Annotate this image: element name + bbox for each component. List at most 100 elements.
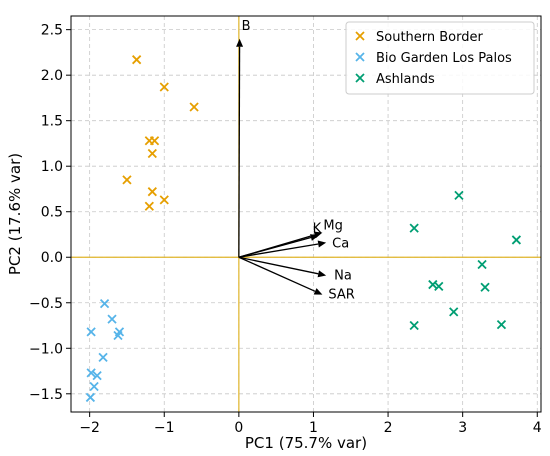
x-tick-label: 4 (533, 420, 542, 436)
point-ashlands (511, 235, 522, 245)
point-stroke (149, 136, 160, 146)
x-tick-label: 2 (384, 420, 393, 436)
loading-arrow-ca (238, 243, 319, 258)
x-tick-label: −1 (154, 420, 175, 436)
point-southern-border (159, 195, 169, 205)
y-tick-label: 1.5 (41, 114, 63, 130)
legend: Southern Border Bio Garden Los Palos Ashla… (345, 21, 535, 95)
point-stroke (86, 368, 96, 378)
data-points (85, 55, 522, 403)
x-tick-label: 1 (309, 420, 318, 436)
legend-marker-bio-garden-los-palos (355, 52, 365, 62)
point-stroke (409, 223, 419, 233)
y-tick-label: 0.5 (41, 205, 63, 221)
point-stroke (98, 352, 108, 363)
y-tick-label: −1.5 (29, 387, 63, 403)
y-axis-ticks: −1.5 −1.0 −0.5 0.0 0.5 1.0 1.5 2.0 2.5 (29, 23, 71, 403)
loading-label-k: K (313, 221, 322, 236)
x-axis-label: PC1 (75.7% var) (245, 434, 367, 452)
point-southern-border (147, 148, 157, 159)
point-ashlands (449, 307, 459, 317)
point-stroke (85, 392, 96, 403)
point-bio-garden-los-palos (98, 352, 108, 363)
y-tick-label: 2.5 (41, 23, 63, 39)
point-southern-border (147, 187, 157, 197)
y-tick-label: 2.0 (41, 68, 63, 84)
x-tick-label: −2 (79, 420, 100, 436)
loading-label-na: Na (334, 268, 352, 283)
loading-arrow-na (238, 256, 319, 275)
point-bio-garden-los-palos (85, 392, 96, 403)
point-ashlands (434, 281, 444, 292)
point-stroke (159, 195, 169, 205)
point-ashlands (409, 223, 419, 233)
loading-vectors: B MgK Ca Na SAR (236, 19, 355, 303)
point-bio-garden-los-palos (92, 370, 102, 381)
legend-box (345, 21, 535, 95)
point-stroke (147, 148, 157, 159)
point-bio-garden-los-palos (107, 314, 117, 324)
point-stroke (480, 282, 490, 292)
loading-arrow-k (238, 236, 312, 258)
legend-label-ashlands: Ashlands (376, 72, 435, 87)
point-bio-garden-los-palos (113, 330, 123, 341)
legend-marker-stroke (355, 52, 365, 62)
point-stroke (409, 320, 419, 331)
point-stroke (99, 299, 110, 309)
legend-marker-ashlands (355, 73, 365, 83)
point-stroke (477, 259, 487, 270)
legend-marker-southern-border (355, 31, 365, 41)
legend-label-bio-garden-los-palos: Bio Garden Los Palos (376, 51, 512, 66)
loading-label-ca: Ca (332, 237, 349, 252)
point-stroke (132, 55, 142, 65)
point-stroke (496, 319, 507, 330)
point-stroke (113, 330, 123, 341)
point-stroke (144, 201, 154, 211)
y-tick-label: −1.0 (29, 341, 63, 357)
point-bio-garden-los-palos (89, 381, 99, 392)
point-stroke (147, 187, 157, 197)
point-southern-border (189, 102, 199, 112)
point-stroke (434, 281, 444, 292)
y-tick-label: 1.0 (41, 159, 63, 175)
point-stroke (86, 327, 96, 337)
point-southern-border (132, 55, 142, 65)
loading-label-mg: Mg (323, 219, 342, 234)
loading-label-sar: SAR (328, 288, 354, 303)
x-tick-label: 3 (458, 420, 467, 436)
loading-arrowhead-ca (317, 240, 327, 248)
point-bio-garden-los-palos (86, 327, 96, 337)
plot-frame (70, 15, 542, 413)
point-bio-garden-los-palos (86, 368, 96, 378)
point-stroke (107, 314, 117, 324)
point-ashlands (496, 319, 507, 330)
point-ashlands (480, 282, 490, 292)
point-bio-garden-los-palos (99, 299, 110, 309)
legend-marker-stroke (355, 73, 365, 83)
y-axis-label: PC2 (17.6% var) (6, 153, 24, 275)
loading-arrowhead-b (236, 38, 244, 47)
point-ashlands (477, 259, 487, 270)
point-southern-border (122, 175, 132, 185)
legend-marker-stroke (355, 31, 365, 41)
loading-arrow-b (238, 46, 241, 258)
x-tick-label: 0 (234, 420, 243, 436)
loading-arrowhead-na (317, 270, 327, 278)
loading-arrow-sar (238, 256, 316, 292)
loading-label-b: B (242, 19, 251, 34)
point-southern-border (144, 201, 154, 211)
y-tick-label: −0.5 (29, 296, 63, 312)
loading-arrowhead-k (310, 234, 319, 241)
point-stroke (511, 235, 522, 245)
point-stroke (92, 370, 102, 381)
point-stroke (454, 190, 464, 200)
point-stroke (449, 307, 459, 317)
x-axis-ticks: −2 −1 0 1 2 3 4 (79, 412, 542, 436)
point-stroke (159, 82, 169, 92)
point-stroke (122, 175, 132, 185)
y-tick-label: 0.0 (41, 250, 63, 266)
point-ashlands (409, 320, 419, 331)
point-stroke (89, 381, 99, 392)
point-stroke (189, 102, 199, 112)
